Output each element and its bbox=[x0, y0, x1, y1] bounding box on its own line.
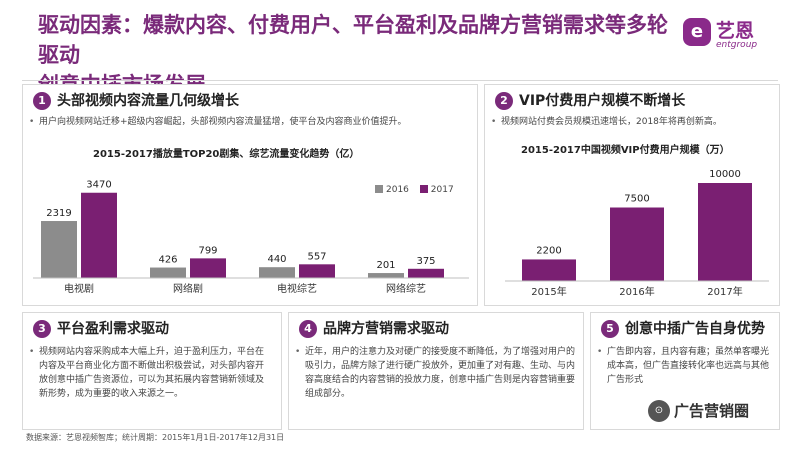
panel-vip-users: 2 VIP付费用户规模不断增长 视频网站付费会员规模迅速增长，2018年将再创新… bbox=[484, 84, 780, 306]
logo-name: 艺恩 bbox=[716, 20, 755, 42]
bar-2017-3 bbox=[408, 268, 444, 278]
category-label: 2017年 bbox=[707, 285, 742, 298]
panel-title: 品牌方营销需求驱动 bbox=[323, 321, 449, 337]
chart-title: 2015-2017播放量TOP20剧集、综艺流量变化趋势（亿） bbox=[93, 149, 360, 160]
chart-legend: 2016 2017 bbox=[375, 185, 462, 195]
panel-title: 头部视频内容流量几何级增长 bbox=[57, 93, 239, 109]
bar-2017-0 bbox=[81, 192, 117, 278]
data-label: 557 bbox=[307, 251, 326, 262]
bar-2017-1 bbox=[190, 258, 226, 278]
panel-bullet: 近年，用户的注意力及对硬广的接受度不断降低，为了增强对用户的吸引力，品牌方除了进… bbox=[295, 345, 575, 401]
panel-number: 3 bbox=[33, 320, 51, 338]
bar-2017-2 bbox=[299, 264, 335, 278]
data-label: 3470 bbox=[86, 180, 111, 191]
legend-swatch-2016 bbox=[375, 185, 383, 193]
legend-label-2016: 2016 bbox=[386, 185, 409, 195]
traffic-bar-chart: 2319 3470 电视剧 426 799 网络剧 440 557 电视综艺 201 375 网络综艺 bbox=[33, 180, 469, 295]
data-source-note: 数据来源：艺恩视频智库；统计周期：2015年1月1日-2017年12月31日 bbox=[26, 433, 285, 442]
data-label: 7500 bbox=[624, 194, 649, 205]
wechat-icon: ⊙ bbox=[648, 400, 670, 422]
panel-bullet: 用户向视频网站迁移+超级内容崛起，头部视频内容流量猛增，使平台及内容商业价值提升… bbox=[29, 115, 469, 129]
panel-number: 5 bbox=[601, 320, 619, 338]
logo-icon: e bbox=[683, 18, 711, 46]
chart-title: 2015-2017中国视频VIP付费用户规模（万） bbox=[521, 145, 730, 156]
bar-0 bbox=[522, 259, 576, 281]
legend-swatch-2017 bbox=[419, 185, 428, 193]
data-label: 10000 bbox=[709, 169, 741, 180]
category-label: 2015年 bbox=[531, 285, 566, 298]
panel-content-traffic: 1 头部视频内容流量几何级增长 用户向视频网站迁移+超级内容崛起，头部视频内容流… bbox=[22, 84, 478, 306]
data-label: 2200 bbox=[536, 245, 561, 256]
bar-2016-2 bbox=[259, 267, 295, 278]
bar-2016-3 bbox=[368, 273, 404, 278]
data-label: 2319 bbox=[46, 208, 71, 219]
panel-number: 1 bbox=[33, 92, 51, 110]
data-label: 426 bbox=[158, 255, 177, 266]
title-line-1: 驱动因素：爆款内容、付费用户、平台盈利及品牌方营销需求等多轮驱动 bbox=[38, 13, 668, 67]
watermark-text: 广告营销圈 bbox=[674, 402, 750, 420]
watermark: ⊙ 广告营销圈 bbox=[648, 397, 768, 425]
category-label: 2016年 bbox=[619, 285, 654, 298]
data-label: 201 bbox=[376, 260, 395, 271]
bar-2 bbox=[698, 183, 752, 281]
panel-title: 平台盈利需求驱动 bbox=[57, 321, 169, 337]
data-label: 375 bbox=[416, 256, 435, 267]
category-label: 网络综艺 bbox=[386, 282, 426, 295]
vip-bar-chart: 2200 2015年 7500 2016年 10000 2017年 bbox=[505, 169, 769, 298]
panel-bullet: 视频网站付费会员规模迅速增长，2018年将再创新高。 bbox=[491, 115, 771, 129]
category-label: 网络剧 bbox=[173, 282, 203, 295]
panel-bullet: 视频网站内容采购成本大幅上升，迫于盈利压力，平台在内容及平台商业化方面不断做出积… bbox=[29, 345, 269, 401]
panel-number: 2 bbox=[495, 92, 513, 110]
panel-brand-marketing: 4 品牌方营销需求驱动 近年，用户的注意力及对硬广的接受度不断降低，为了增强对用… bbox=[288, 312, 584, 430]
data-label: 440 bbox=[267, 254, 286, 265]
panel-number: 4 bbox=[299, 320, 317, 338]
panel-title: VIP付费用户规模不断增长 bbox=[519, 93, 686, 109]
header-divider bbox=[22, 80, 778, 81]
category-label: 电视综艺 bbox=[277, 282, 317, 295]
bar-2016-1 bbox=[150, 267, 186, 278]
legend-label-2017: 2017 bbox=[430, 185, 454, 195]
panel-platform-profit: 3 平台盈利需求驱动 视频网站内容采购成本大幅上升，迫于盈利压力，平台在内容及平… bbox=[22, 312, 282, 430]
panel-title: 创意中插广告自身优势 bbox=[625, 321, 765, 337]
entgroup-logo: e 艺恩 entgroup bbox=[683, 16, 788, 56]
bar-2016-0 bbox=[41, 221, 77, 278]
bar-1 bbox=[610, 207, 664, 281]
data-label: 799 bbox=[198, 245, 217, 256]
logo-subtitle: entgroup bbox=[716, 40, 758, 50]
category-label: 电视剧 bbox=[64, 282, 94, 295]
panel-bullet: 广告即内容，且内容有趣；虽然单客曝光成本高，但广告直接转化率也远高与其他广告形式 bbox=[597, 345, 769, 387]
